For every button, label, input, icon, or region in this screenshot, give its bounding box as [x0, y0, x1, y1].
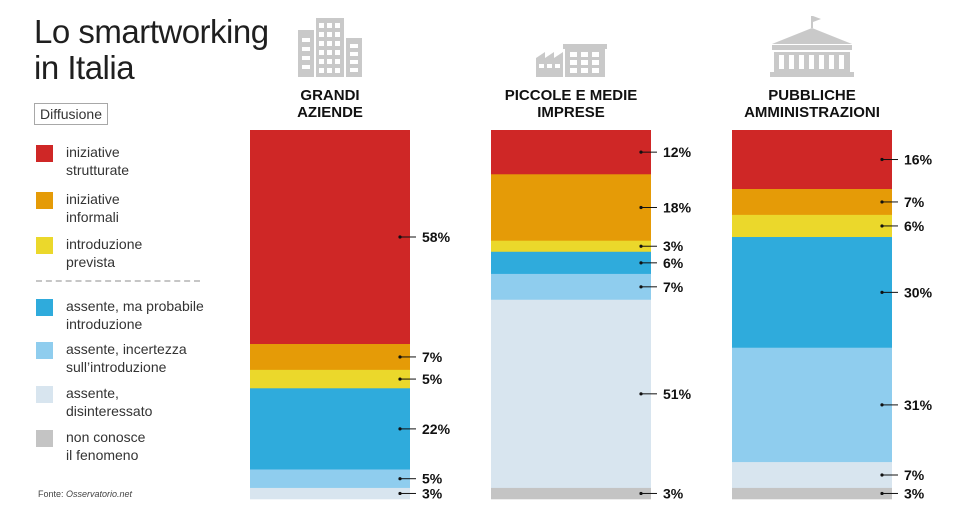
legend-label: assente, disinteressato [66, 385, 153, 419]
column-title: AMMINISTRAZIONI [744, 104, 880, 121]
data-label: 7% [663, 279, 684, 295]
data-label: 6% [663, 255, 684, 271]
legend-label: introduzione prevista [66, 236, 143, 270]
data-label: 7% [904, 467, 925, 483]
legend-swatch [36, 342, 53, 359]
bar-segment-assente-disinteressato [250, 487, 410, 500]
data-label: 3% [904, 485, 925, 501]
bar-segment-assente-incertezza [732, 347, 892, 463]
legend-divider [36, 280, 200, 282]
bar-segment-introduzione-prevista [732, 214, 892, 238]
bar-segment-iniziative-informali [250, 344, 410, 371]
source-prefix: Fonte: [38, 489, 67, 499]
bar-segment-iniziative-informali [732, 189, 892, 216]
data-label: 18% [663, 199, 692, 215]
data-label: 3% [663, 485, 684, 501]
bar-segment-assente-incertezza [250, 469, 410, 489]
bar-segment-non-conosce [491, 487, 651, 500]
data-label: 22% [422, 421, 451, 437]
government-building-icon [770, 16, 854, 77]
data-label: 30% [904, 284, 933, 300]
column-title: PICCOLE E MEDIE [505, 87, 638, 104]
data-label: 51% [663, 386, 692, 402]
legend-swatch [36, 430, 53, 447]
factory-icon [536, 44, 607, 77]
bar-segment-iniziative-strutturate [491, 130, 651, 175]
legend-label: assente, incertezza sull’introduzione [66, 341, 187, 375]
data-label: 5% [422, 471, 443, 487]
data-label: 7% [422, 349, 443, 365]
bar-segment-iniziative-strutturate [732, 130, 892, 190]
data-label: 6% [904, 218, 925, 234]
legend-swatch [36, 145, 53, 162]
data-label: 31% [904, 397, 933, 413]
source-name: Osservatorio.net [66, 489, 133, 499]
bar-segment-assente-disinteressato [732, 462, 892, 489]
column-title: IMPRESE [537, 104, 605, 121]
bar-segment-assente-probabile [491, 251, 651, 275]
data-label: 12% [663, 144, 692, 160]
bar-segment-iniziative-informali [491, 174, 651, 241]
legend-label: iniziative strutturate [66, 144, 130, 178]
bar-segment-introduzione-prevista [491, 240, 651, 253]
column-title: AZIENDE [297, 104, 363, 121]
bar-segment-assente-incertezza [491, 273, 651, 301]
legend-swatch [36, 299, 53, 316]
data-label: 16% [904, 152, 933, 168]
data-label: 5% [422, 371, 443, 387]
bar-segment-assente-probabile [732, 237, 892, 349]
legend-label: assente, ma probabile introduzione [66, 298, 204, 332]
data-label: 58% [422, 229, 451, 245]
column-title: GRANDI [300, 87, 359, 104]
legend-title: Diffusione [34, 103, 109, 125]
office-building-icon [298, 18, 362, 77]
data-label: 7% [904, 194, 925, 210]
bar-segment-assente-disinteressato [491, 299, 651, 489]
bar-segment-introduzione-prevista [250, 369, 410, 389]
legend-label: non conosce il fenomeno [66, 429, 146, 463]
source-note: Fonte: Osservatorio.net [38, 489, 132, 499]
bar-segment-assente-probabile [250, 388, 410, 470]
data-label: 3% [663, 238, 684, 254]
legend-swatch [36, 237, 53, 254]
column-title: PUBBLICHE [768, 87, 856, 104]
bar-segment-iniziative-strutturate [250, 130, 410, 345]
bar-segment-non-conosce [732, 487, 892, 500]
legend-swatch [36, 386, 53, 403]
chart-title: Lo smartworking in Italia [34, 13, 269, 86]
data-label: 3% [422, 485, 443, 501]
legend-label: iniziative informali [66, 191, 120, 225]
legend-swatch [36, 192, 53, 209]
